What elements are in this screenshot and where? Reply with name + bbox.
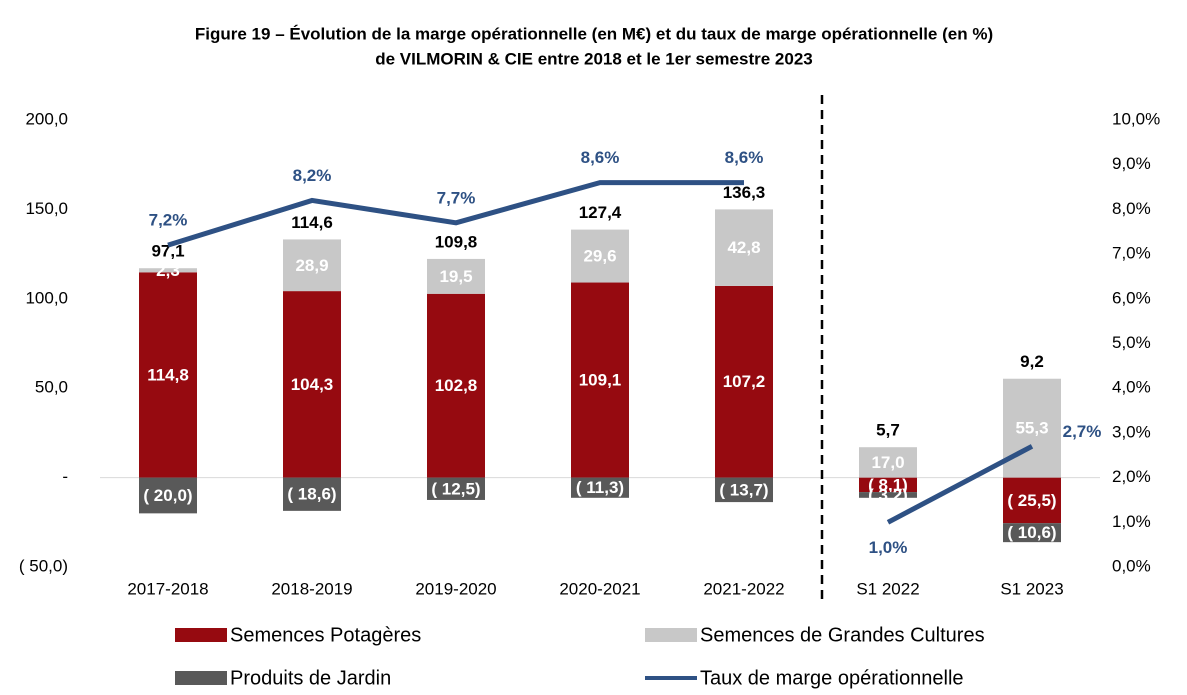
bar-value-label: 19,5 xyxy=(439,267,472,286)
bar-segment xyxy=(1003,378,1061,478)
y2-tick-label: 8,0% xyxy=(1112,199,1151,218)
y2-tick-label: 1,0% xyxy=(1112,512,1151,531)
total-label: 9,2 xyxy=(1020,352,1044,371)
x-tick-label: 2019-2020 xyxy=(415,579,496,598)
bar-segment xyxy=(859,447,917,478)
y2-tick-label: 9,0% xyxy=(1112,154,1151,173)
line xyxy=(886,444,1034,525)
y2-tick-label: 5,0% xyxy=(1112,333,1151,352)
bar-segment xyxy=(139,268,197,273)
total-label: 5,7 xyxy=(876,421,900,440)
bar-value-label: 109,1 xyxy=(579,371,622,390)
y2-tick-label: 7,0% xyxy=(1112,244,1151,263)
x-tick-label: 2017-2018 xyxy=(127,579,208,598)
bar-value-label: ( 3,2) xyxy=(868,485,908,504)
bar-value-label: 107,2 xyxy=(723,372,766,391)
y2-tick-label: 4,0% xyxy=(1112,378,1151,397)
y2-tick-label: 3,0% xyxy=(1112,422,1151,441)
bar-segment xyxy=(427,258,485,294)
x-tick-label: S1 2022 xyxy=(856,579,919,598)
bar-value-label: ( 20,0) xyxy=(143,486,192,505)
legend-swatch xyxy=(175,671,227,685)
total-label: 109,8 xyxy=(435,232,478,251)
legend-label: Produits de Jardin xyxy=(230,667,391,689)
bar-segment xyxy=(427,293,485,478)
bar-segment xyxy=(571,229,629,283)
line-value-label: 8,6% xyxy=(725,148,764,167)
line-value-label: 2,7% xyxy=(1063,422,1102,441)
legend-label: Taux de marge opérationnelle xyxy=(700,667,964,689)
y2-tick-label: 6,0% xyxy=(1112,288,1151,307)
bar-segment xyxy=(1003,523,1061,543)
bar-value-label: ( 13,7) xyxy=(719,480,768,499)
bar-segment xyxy=(715,285,773,478)
legend-label: Semences de Grandes Cultures xyxy=(700,624,985,646)
bar-segment xyxy=(571,282,629,478)
bar-value-label: 102,8 xyxy=(435,376,478,395)
bar-value-label: ( 10,6) xyxy=(1007,523,1056,542)
y-tick-label: - xyxy=(62,467,68,486)
bar-value-label: ( 8,1) xyxy=(868,475,908,494)
y-tick-label: ( 50,0) xyxy=(19,556,68,575)
y-tick-label: 150,0 xyxy=(25,199,68,218)
bar-value-label: 2,3 xyxy=(156,261,180,280)
y2-tick-label: 0,0% xyxy=(1112,556,1151,575)
bar-value-label: ( 12,5) xyxy=(431,479,480,498)
bar-segment xyxy=(1003,477,1061,524)
chart-subtitle: de VILMORIN & CIE entre 2018 et le 1er s… xyxy=(375,49,812,68)
bar-segment xyxy=(571,477,629,498)
bar-value-label: 28,9 xyxy=(295,256,328,275)
bar-segment xyxy=(715,209,773,286)
line-value-label: 1,0% xyxy=(869,538,908,557)
y-tick-label: 50,0 xyxy=(35,378,68,397)
bar-segment xyxy=(283,239,341,292)
bar-segment xyxy=(427,477,485,500)
bar-segment xyxy=(139,477,197,514)
total-label: 114,6 xyxy=(291,213,333,232)
bar-value-label: 104,3 xyxy=(291,375,334,394)
y2-tick-label: 10,0% xyxy=(1112,109,1160,128)
bar-segment xyxy=(283,477,341,511)
bar-value-label: ( 25,5) xyxy=(1007,491,1056,510)
total-label: 136,3 xyxy=(723,183,766,202)
line-value-label: 7,2% xyxy=(149,211,188,230)
total-label: 97,1 xyxy=(151,242,184,261)
x-tick-label: 2021-2022 xyxy=(703,579,784,598)
legend-swatch xyxy=(645,628,697,642)
legend-label: Semences Potagères xyxy=(230,624,421,646)
line-value-label: 8,6% xyxy=(581,148,620,167)
y-tick-label: 100,0 xyxy=(25,288,68,307)
x-tick-label: 2020-2021 xyxy=(559,579,640,598)
bar-value-label: 17,0 xyxy=(871,453,904,472)
bar-value-label: 42,8 xyxy=(727,238,760,257)
line xyxy=(167,180,744,248)
bar-segment xyxy=(859,477,917,493)
x-tick-label: S1 2023 xyxy=(1000,579,1063,598)
y2-tick-label: 2,0% xyxy=(1112,467,1151,486)
chart-title: Figure 19 – Évolution de la marge opérat… xyxy=(195,24,993,43)
bar-segment xyxy=(139,272,197,478)
bar-segment xyxy=(283,291,341,478)
bar-value-label: 114,8 xyxy=(147,365,189,384)
legend-swatch xyxy=(175,628,227,642)
line-value-label: 7,7% xyxy=(437,188,476,207)
bar-segment xyxy=(859,492,917,498)
y-tick-label: 200,0 xyxy=(25,109,68,128)
bar-value-label: 29,6 xyxy=(583,247,616,266)
bar-value-label: 55,3 xyxy=(1015,419,1048,438)
line-value-label: 8,2% xyxy=(293,166,332,185)
total-label: 127,4 xyxy=(579,203,622,222)
bar-segment xyxy=(715,477,773,503)
bar-value-label: ( 18,6) xyxy=(287,485,336,504)
bar-value-label: ( 11,3) xyxy=(576,478,624,497)
x-tick-label: 2018-2019 xyxy=(271,579,352,598)
